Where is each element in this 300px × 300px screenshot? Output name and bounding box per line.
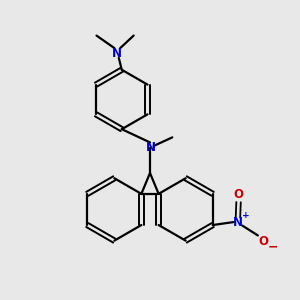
Text: N: N bbox=[146, 141, 156, 154]
Text: O: O bbox=[258, 235, 268, 248]
Text: N: N bbox=[112, 47, 122, 60]
Text: N: N bbox=[233, 216, 243, 229]
Text: O: O bbox=[234, 188, 244, 201]
Text: +: + bbox=[242, 211, 250, 220]
Text: −: − bbox=[268, 240, 278, 253]
